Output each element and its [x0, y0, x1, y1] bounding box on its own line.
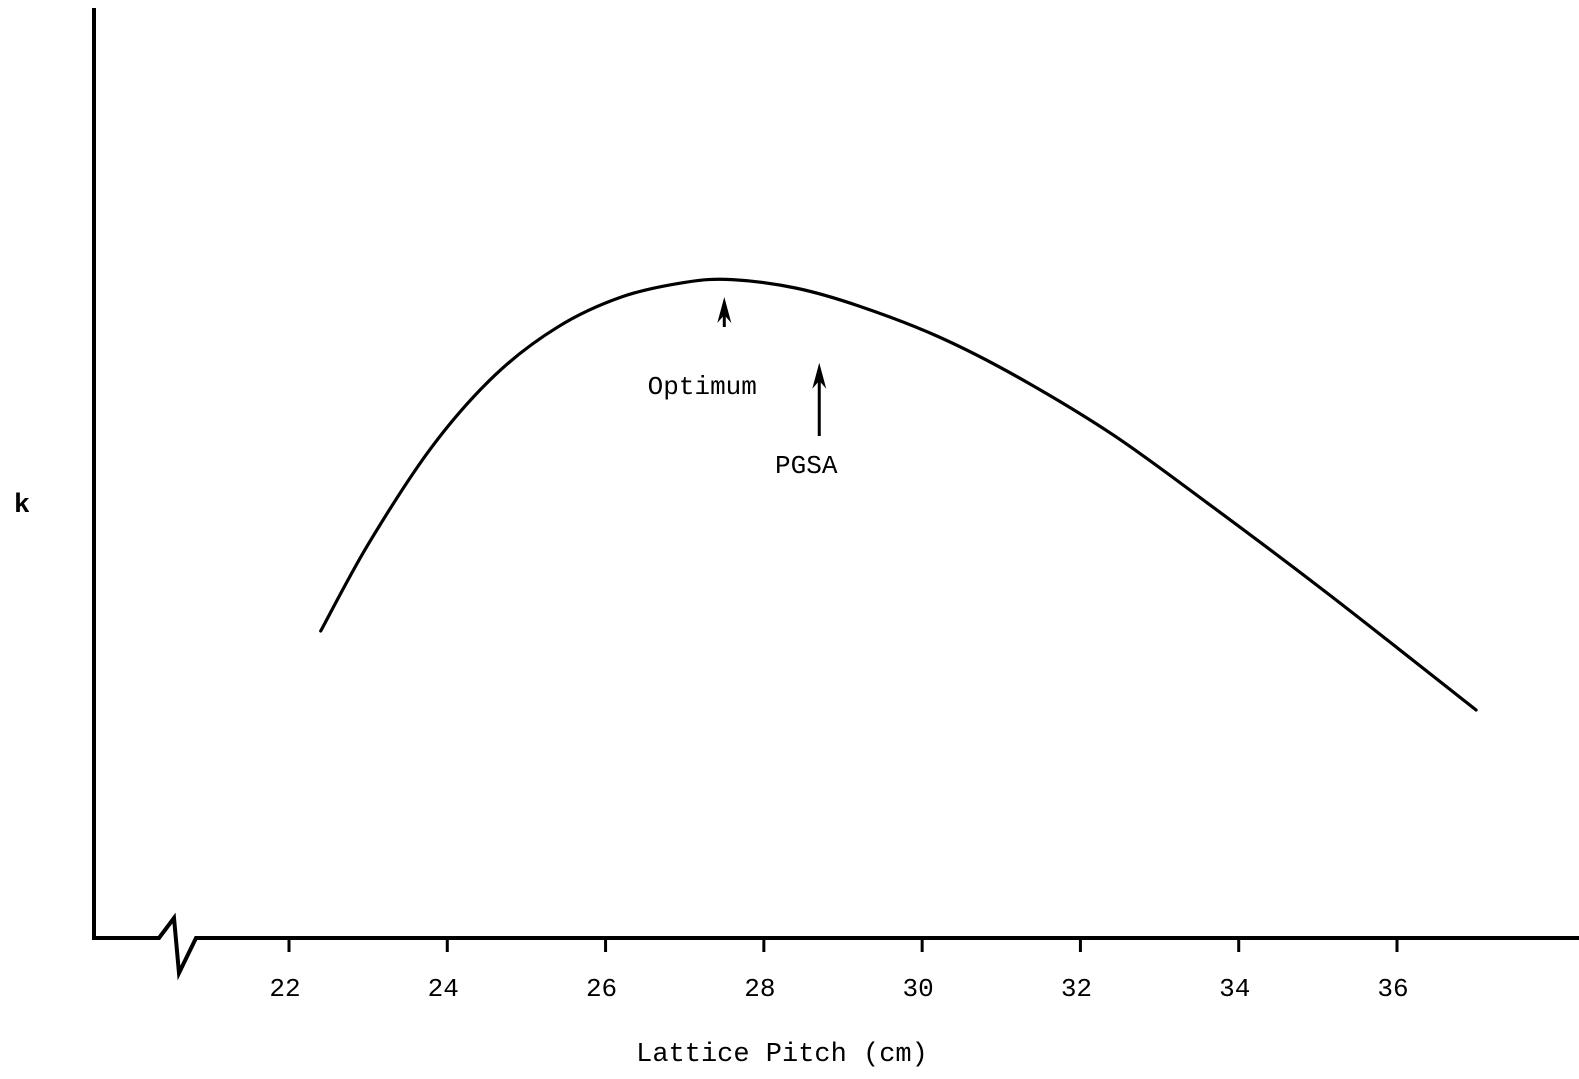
x-axis-label: Lattice Pitch (cm): [636, 1040, 928, 1070]
pgsa-label: PGSA: [775, 451, 838, 481]
pgsa-arrow-head: [812, 362, 827, 389]
y-axis-label: k: [14, 491, 30, 521]
x-tick-label: 22: [269, 974, 300, 1004]
k-curve: [319, 277, 1478, 712]
x-tick-label: 30: [903, 974, 934, 1004]
series-layer: [319, 277, 1478, 712]
x-tick-label: 34: [1219, 974, 1250, 1004]
x-tick-label: 24: [428, 974, 459, 1004]
x-tick-label: 26: [586, 974, 617, 1004]
x-tick-label: 32: [1061, 974, 1092, 1004]
optimum-label: Optimum: [648, 372, 757, 402]
x-tick-label: 28: [744, 974, 775, 1004]
x-axis-line-with-break: [92, 912, 1579, 981]
optimum-arrow-head: [717, 296, 732, 323]
x-tick-label: 36: [1377, 974, 1408, 1004]
annotations: Optimum PGSA: [648, 296, 838, 481]
x-ticks: 22 24 26 28 30 32 34 36: [269, 938, 1409, 1004]
axes: [92, 8, 1579, 981]
